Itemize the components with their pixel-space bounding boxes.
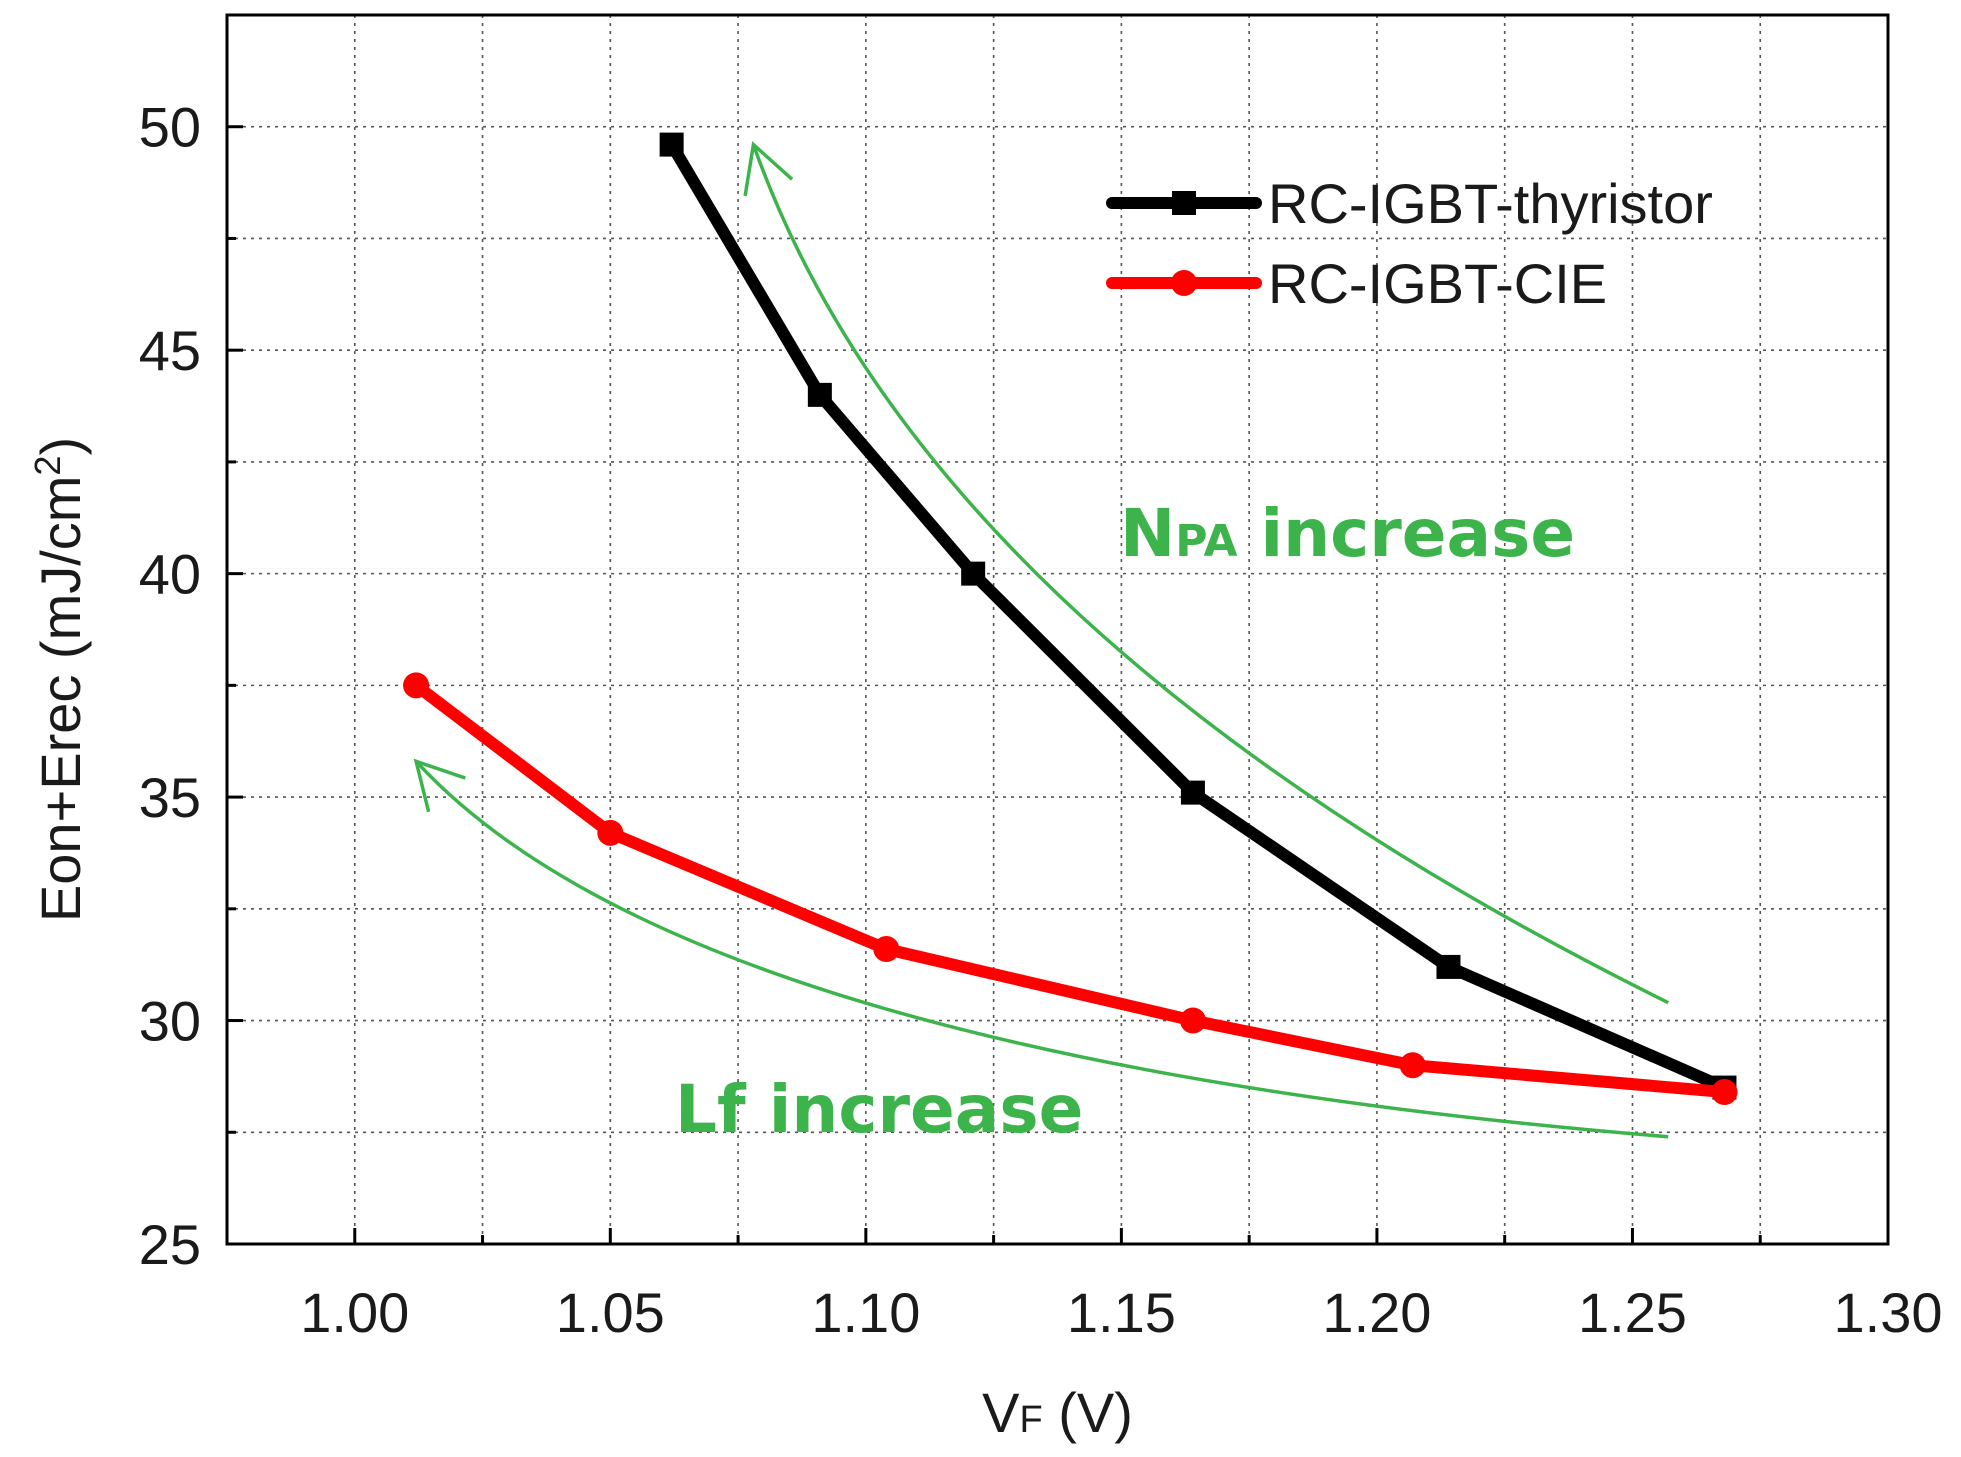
x-tick-label: 1.30 bbox=[1834, 1281, 1943, 1344]
data-point-circle bbox=[1399, 1052, 1426, 1079]
npa-arrow-head bbox=[743, 141, 794, 197]
annotation-lf-increase: Lf increase bbox=[675, 1071, 1083, 1148]
data-point-square bbox=[1436, 954, 1461, 979]
y-tick-label: 50 bbox=[139, 96, 201, 159]
series-layer bbox=[403, 132, 1738, 1106]
data-point-square bbox=[659, 132, 684, 157]
x-tick-label: 1.25 bbox=[1578, 1281, 1687, 1344]
x-tick-label: 1.15 bbox=[1067, 1281, 1176, 1344]
legend-marker-circle bbox=[1171, 270, 1197, 296]
data-point-circle bbox=[1711, 1079, 1738, 1106]
npa-arrow-curve bbox=[751, 144, 1670, 1005]
x-tick-label: 1.20 bbox=[1322, 1281, 1431, 1344]
x-tick-label: 1.05 bbox=[556, 1281, 665, 1344]
y-tick-label: 40 bbox=[139, 543, 201, 606]
data-point-circle bbox=[873, 936, 900, 963]
legend-marker-square bbox=[1172, 191, 1196, 215]
x-tick-label: 1.10 bbox=[811, 1281, 920, 1344]
plot-frame bbox=[225, 13, 1890, 1246]
y-axis-title: Eon+Erec (mJ/cm2) bbox=[27, 437, 92, 922]
lf-arrow-curve bbox=[414, 760, 1669, 1139]
data-point-square bbox=[807, 382, 832, 407]
data-point-circle bbox=[403, 672, 430, 699]
lf-arrow-head bbox=[413, 758, 466, 813]
legend-label-1: RC-IGBT-thyristor bbox=[1268, 172, 1713, 235]
grid bbox=[227, 15, 1888, 1244]
y-tick-label: 45 bbox=[139, 319, 201, 382]
y-tick-label: 25 bbox=[139, 1213, 201, 1276]
legend: RC-IGBT-thyristor RC-IGBT-CIE bbox=[1106, 172, 1713, 315]
x-tick-label: 1.00 bbox=[300, 1281, 409, 1344]
series-line-2 bbox=[412, 680, 1725, 1099]
trend-arrows bbox=[413, 141, 1670, 1139]
axis-ticks: 1.00 1.05 1.10 1.15 1.20 1.25 1.30 25 30 35 40 45 50 bbox=[139, 96, 1943, 1344]
data-point-circle bbox=[1179, 1007, 1206, 1034]
data-point-square bbox=[1180, 780, 1205, 805]
annotation-npa-increase: NPA increase bbox=[1120, 495, 1575, 572]
data-point-square bbox=[961, 561, 986, 586]
y-tick-label: 35 bbox=[139, 766, 201, 829]
legend-label-2: RC-IGBT-CIE bbox=[1268, 252, 1607, 315]
data-point-circle bbox=[597, 819, 624, 846]
x-axis-title: VF (V) bbox=[982, 1381, 1133, 1444]
series-line-1 bbox=[666, 141, 1727, 1094]
y-tick-label: 30 bbox=[139, 990, 201, 1053]
